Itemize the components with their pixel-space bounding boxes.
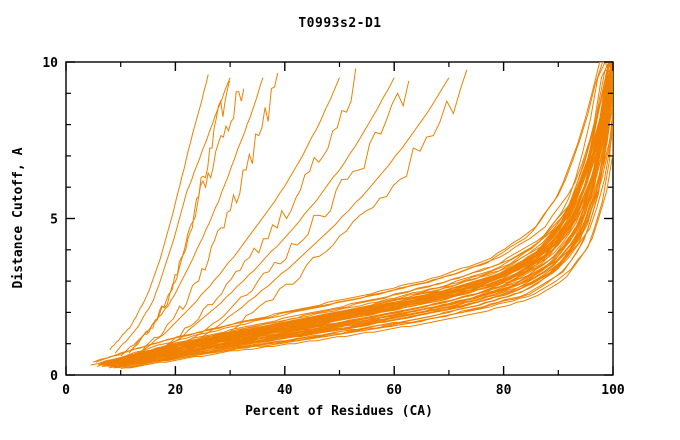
x-axis-label: Percent of Residues (CA) bbox=[245, 404, 433, 419]
x-tick-label: 60 bbox=[386, 383, 402, 398]
curve bbox=[142, 77, 395, 360]
curve bbox=[98, 74, 613, 364]
axis-ticks bbox=[65, 61, 614, 376]
curve bbox=[92, 62, 613, 363]
page-title: T0993s2-D1 bbox=[298, 16, 382, 31]
curve bbox=[123, 78, 613, 369]
curve bbox=[113, 73, 613, 369]
curve bbox=[104, 74, 613, 366]
curve bbox=[147, 68, 357, 359]
x-tick-label: 20 bbox=[168, 383, 184, 398]
x-tick-label: 40 bbox=[277, 383, 293, 398]
curve bbox=[115, 74, 613, 368]
curve bbox=[131, 77, 340, 359]
curve bbox=[90, 81, 612, 366]
curve bbox=[147, 77, 450, 362]
curve bbox=[128, 88, 245, 354]
data-curves bbox=[90, 62, 613, 369]
curve bbox=[120, 74, 613, 369]
curve bbox=[109, 74, 613, 367]
x-tick-label: 100 bbox=[601, 383, 625, 398]
curve bbox=[156, 80, 410, 360]
curve bbox=[109, 74, 209, 351]
curve bbox=[135, 72, 279, 357]
curve bbox=[100, 62, 613, 365]
curve bbox=[102, 68, 613, 366]
curve bbox=[104, 74, 613, 366]
y-axis-label: Distance Cutoff, A bbox=[11, 147, 26, 288]
curve bbox=[111, 62, 613, 366]
curve bbox=[165, 69, 468, 362]
y-tick-label: 5 bbox=[50, 213, 58, 228]
curve bbox=[123, 64, 613, 369]
curve bbox=[114, 77, 231, 354]
axis-tick-labels: 0 20 40 60 80 100 0 5 10 bbox=[42, 56, 625, 398]
curve bbox=[108, 70, 613, 366]
x-tick-label: 80 bbox=[496, 383, 512, 398]
y-tick-label: 0 bbox=[50, 369, 58, 384]
x-tick-label: 0 bbox=[62, 383, 70, 398]
curve bbox=[120, 77, 264, 357]
y-tick-label: 10 bbox=[42, 56, 58, 71]
curve bbox=[109, 74, 613, 367]
